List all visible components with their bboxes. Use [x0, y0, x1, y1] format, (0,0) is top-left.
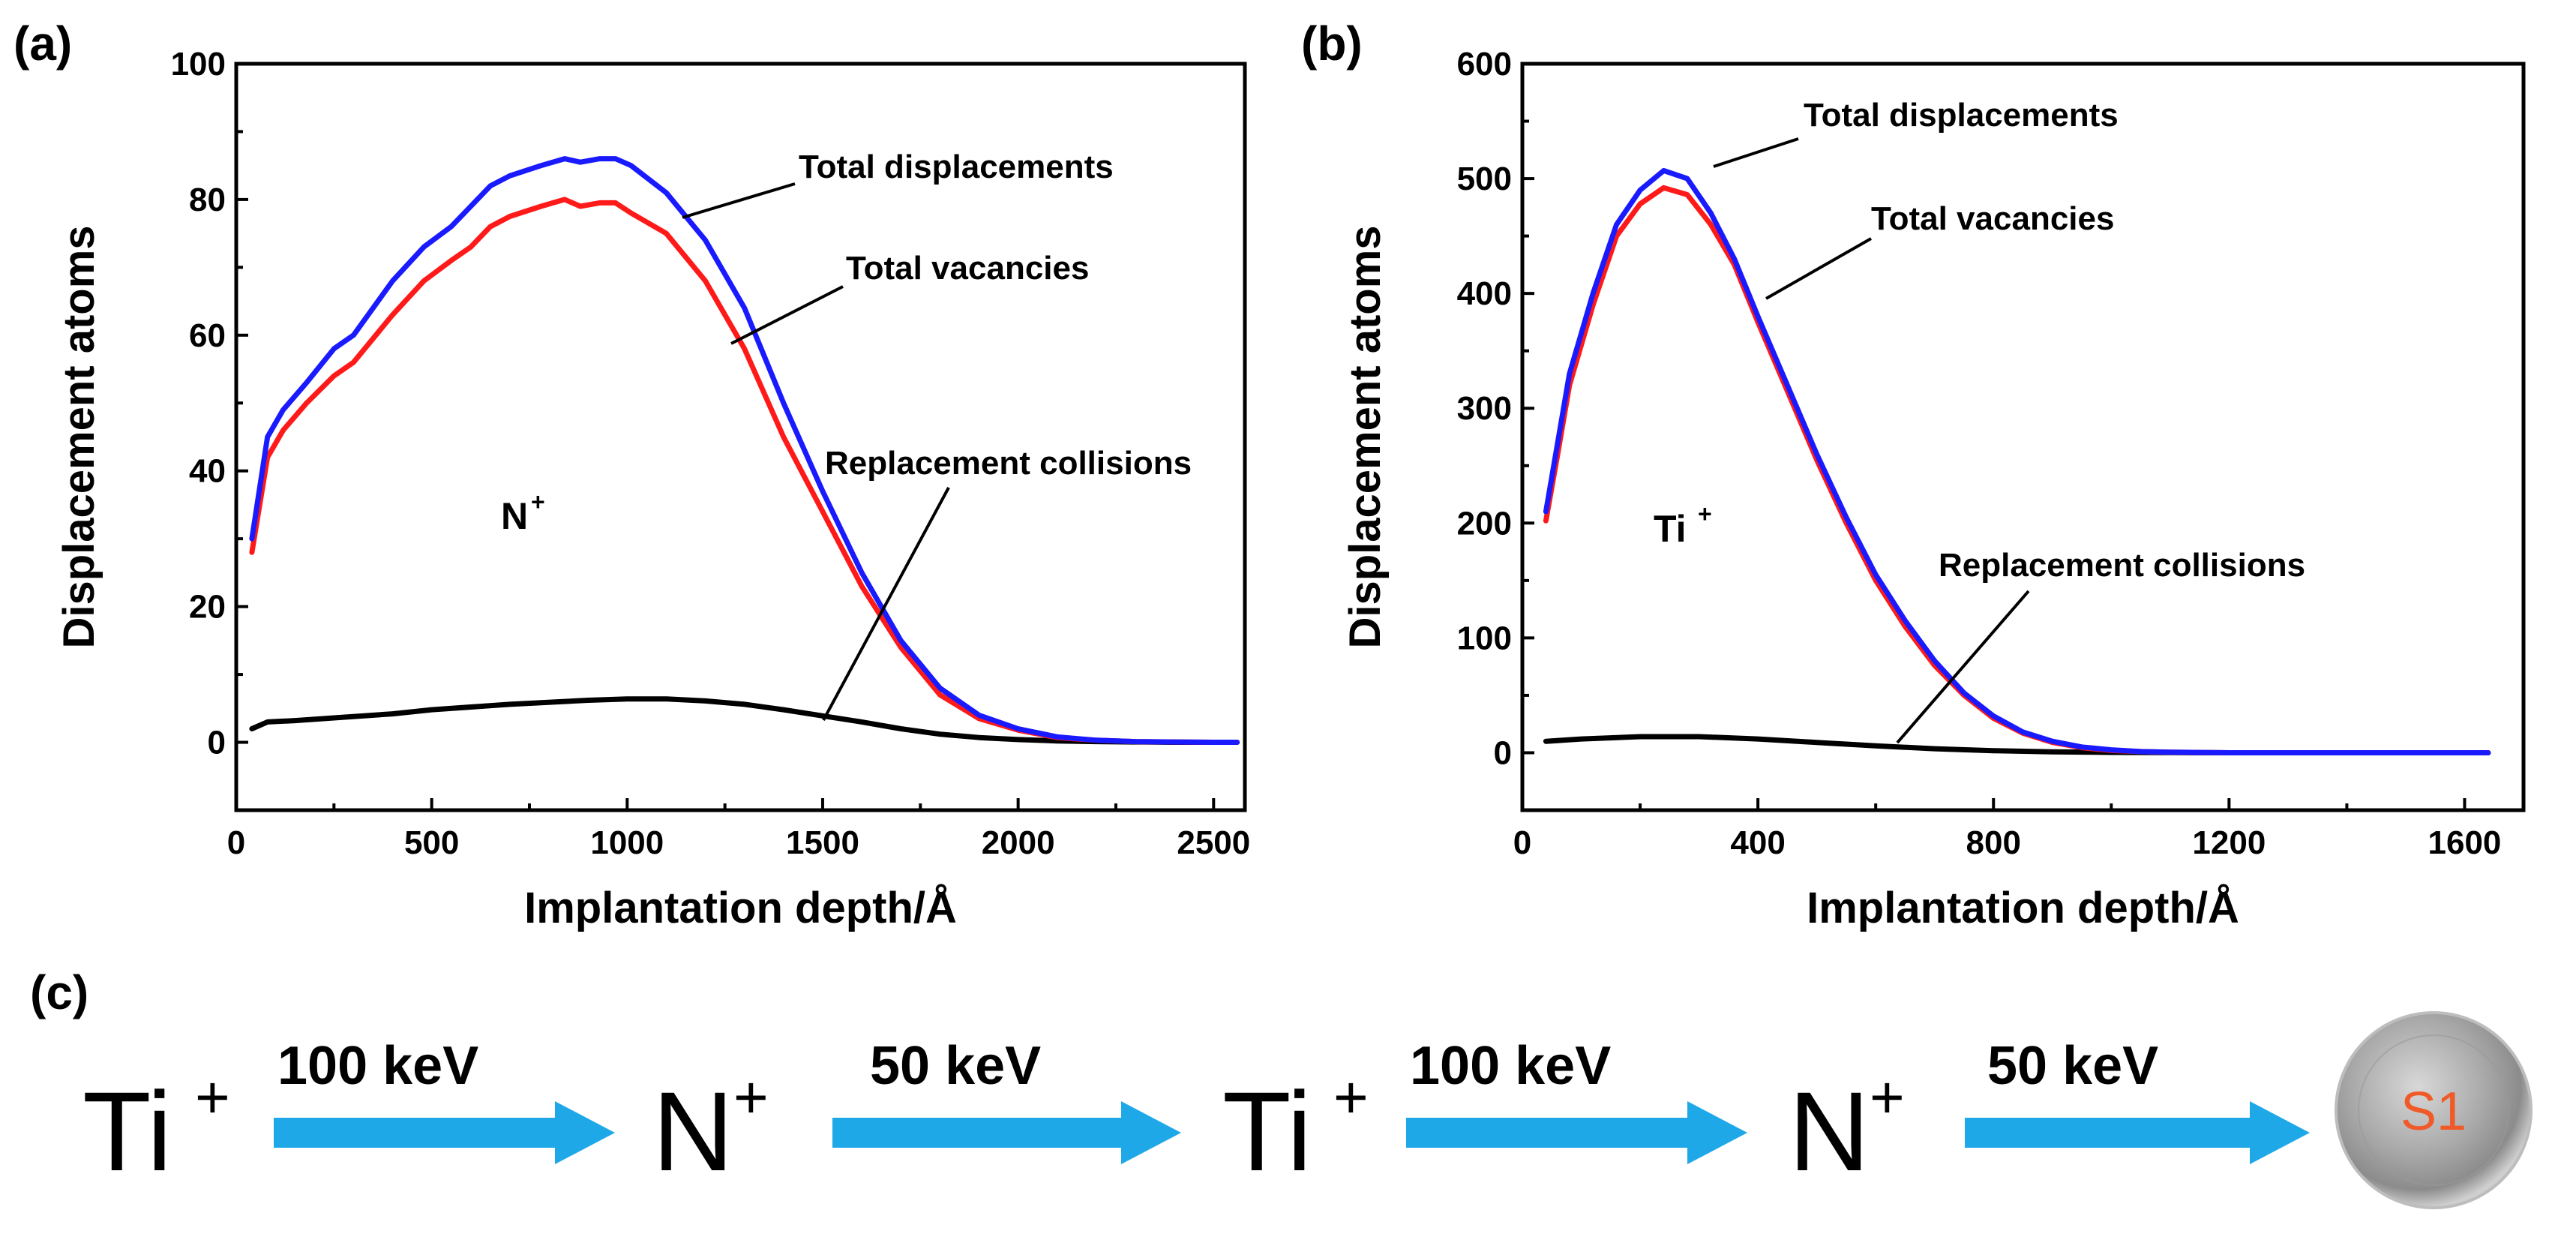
sequence-energy-4: 50 keV	[1987, 1036, 2158, 1096]
y-tick-label-a-3: 60	[189, 317, 226, 354]
y-tick-label-a-2: 40	[189, 453, 226, 490]
sequence-ion-1: Ti	[82, 1068, 172, 1194]
panel-label-b: (b)	[1301, 17, 1363, 71]
y-tick-label-a-4: 80	[189, 182, 226, 218]
sequence-arrow-2	[832, 1101, 1181, 1164]
sequence-ion-charge-4: +	[1870, 1064, 1905, 1130]
leader-total-displacements-a	[682, 182, 796, 219]
x-tick-label-a-3: 1500	[786, 824, 859, 861]
chart-panel-a: (a) 0 500 1000 1500 2000 2500 0 20 40 60 80 100 Imp…	[13, 17, 1250, 932]
sequence-arrow-1	[274, 1101, 615, 1164]
x-tick-label-a-4: 2000	[982, 824, 1055, 861]
series-group-b	[1543, 167, 2491, 755]
chart-panel-b: (b) 0 400 800 1200 1600 0 100 200 300 400 500 600 I…	[1301, 17, 2526, 932]
series-line-b-total-displacements	[1543, 167, 2491, 755]
y-tick-label-b-4: 400	[1457, 275, 1512, 312]
ion-charge-b: +	[1698, 500, 1712, 527]
leader-total-displacements-b	[1713, 137, 1799, 168]
implantation-sequence: (c) Ti + 100 keV N + 50 keV Ti + 100 keV…	[30, 965, 2533, 1209]
plot-frame-a	[234, 62, 1247, 812]
y-axis-title-a: Displacement atoms	[55, 225, 103, 648]
sequence-arrow-4	[1965, 1101, 2310, 1164]
x-tick-label-b-2: 800	[1966, 824, 2021, 861]
y-tick-label-a-0: 0	[208, 725, 226, 761]
y-tick-label-b-6: 600	[1457, 46, 1512, 83]
sequence-ion-2: N	[652, 1068, 733, 1194]
ion-charge-a: +	[531, 488, 545, 515]
y-tick-label-b-5: 500	[1457, 161, 1512, 197]
sample-label: S1	[2401, 1082, 2467, 1142]
y-axis-title-b: Displacement atoms	[1341, 225, 1390, 648]
plot-frame-b	[1520, 62, 2526, 812]
x-tick-label-a-1: 500	[404, 824, 459, 861]
annotation-total-displacements-b: Total displacements	[1804, 97, 2119, 134]
x-axis-title-a: Implantation depth/Å	[524, 884, 957, 932]
leader-replacement-collisions-a	[822, 487, 950, 721]
x-tick-label-a-5: 2500	[1177, 824, 1250, 861]
sequence-energy-3: 100 keV	[1410, 1036, 1611, 1096]
leader-total-vacancies-b	[1765, 237, 1872, 300]
leader-replacement-collisions-b	[1896, 590, 2030, 744]
leader-total-vacancies-a	[730, 285, 844, 345]
x-tick-label-b-3: 1200	[2192, 824, 2266, 861]
sequence-ion-charge-3: +	[1333, 1064, 1369, 1130]
series-group-a	[249, 156, 1240, 745]
sequence-energy-2: 50 keV	[870, 1036, 1041, 1096]
x-tick-label-b-0: 0	[1513, 824, 1531, 861]
series-line-a-total-displacements	[249, 156, 1240, 745]
sample-disk: S1	[2335, 1011, 2533, 1209]
axes-b: 0 400 800 1200 1600 0 100 200 300 400 500 600	[1457, 46, 2502, 861]
panel-label-c: (c)	[30, 965, 88, 1019]
y-tick-label-a-5: 100	[171, 46, 226, 83]
x-tick-label-b-1: 400	[1730, 824, 1785, 861]
x-axis-title-b: Implantation depth/Å	[1807, 884, 2239, 932]
sequence-arrow-3	[1406, 1101, 1747, 1164]
annotation-total-vacancies-b: Total vacancies	[1871, 200, 2114, 237]
sequence-ion-4: N	[1789, 1068, 1870, 1194]
y-tick-label-b-3: 300	[1457, 390, 1512, 427]
ion-label-b: Ti	[1654, 508, 1687, 550]
y-tick-label-b-0: 0	[1494, 734, 1512, 771]
annotation-total-vacancies-a: Total vacancies	[846, 250, 1089, 287]
sequence-energy-1: 100 keV	[277, 1036, 478, 1096]
y-tick-label-b-1: 100	[1457, 620, 1512, 656]
y-tick-label-a-1: 20	[189, 589, 226, 626]
sequence-ion-3: Ti	[1222, 1068, 1312, 1194]
annotation-replacement-collisions-b: Replacement collisions	[1939, 547, 2305, 584]
y-tick-label-b-2: 200	[1457, 505, 1512, 542]
sequence-ion-charge-2: +	[733, 1064, 769, 1130]
annotation-total-displacements-a: Total displacements	[799, 149, 1114, 185]
x-tick-label-a-2: 1000	[590, 824, 664, 861]
annotation-replacement-collisions-a: Replacement collisions	[825, 445, 1192, 482]
panel-label-a: (a)	[13, 17, 72, 71]
sequence-ion-charge-1: +	[195, 1064, 230, 1130]
series-line-b-total-vacancies	[1543, 185, 2491, 755]
ion-label-a: N	[501, 495, 528, 537]
x-tick-label-b-4: 1600	[2428, 824, 2502, 861]
series-line-a-replacement-collisions	[249, 696, 1240, 745]
axes-a: 0 500 1000 1500 2000 2500 0 20 40 60 80 100	[171, 46, 1251, 861]
x-tick-label-a-0: 0	[227, 824, 245, 861]
